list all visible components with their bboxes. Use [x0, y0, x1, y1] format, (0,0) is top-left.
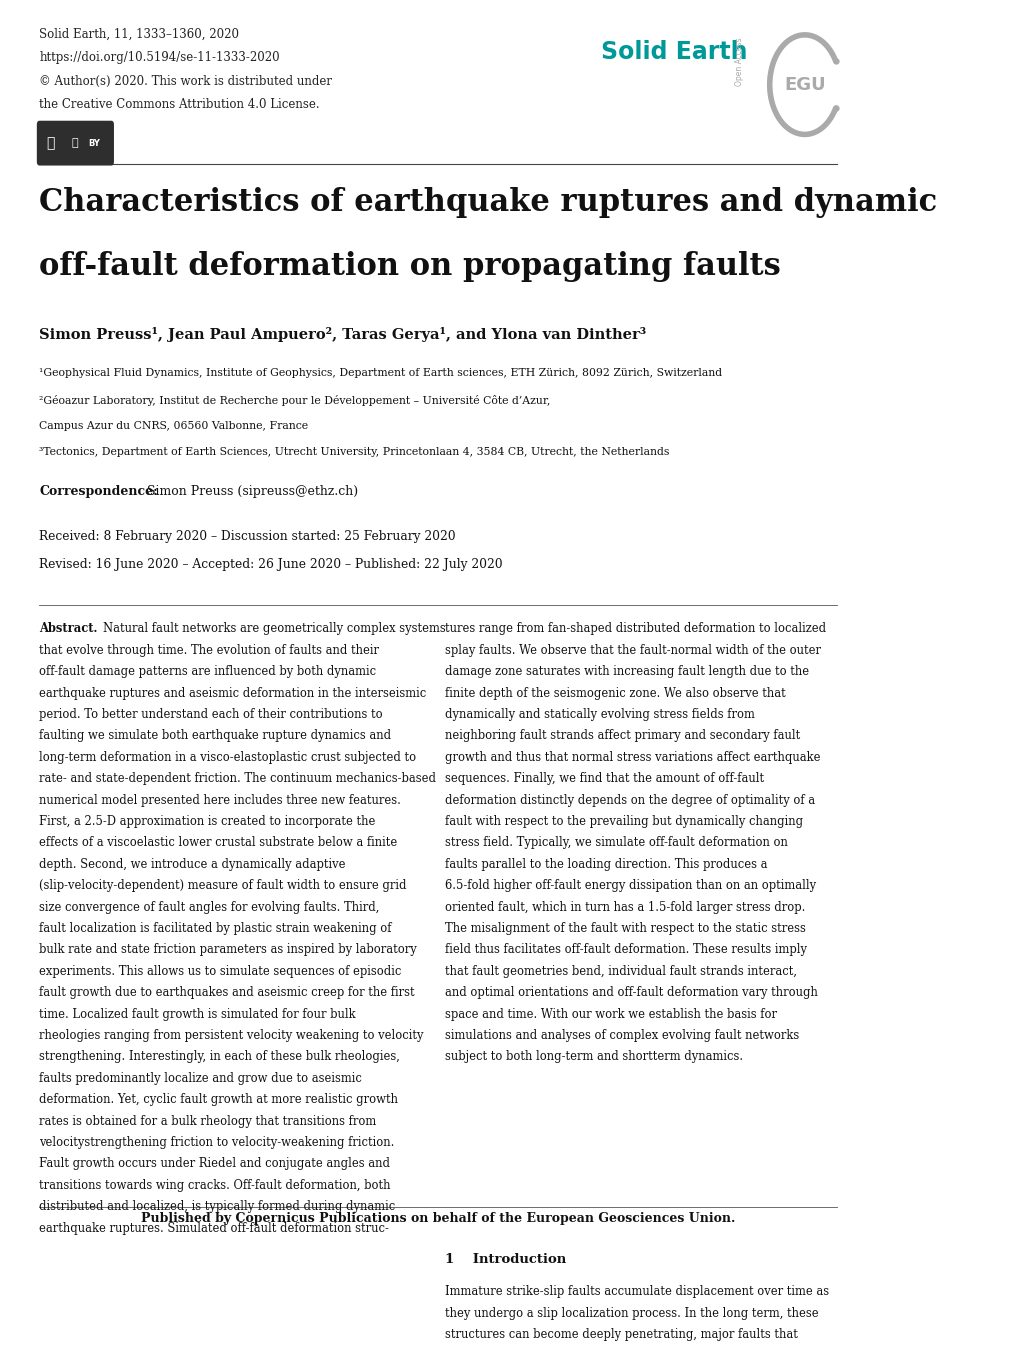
Text: Revised: 16 June 2020 – Accepted: 26 June 2020 – Published: 22 July 2020: Revised: 16 June 2020 – Accepted: 26 Jun… [40, 558, 502, 570]
Text: Natural fault networks are geometrically complex systems: Natural fault networks are geometrically… [103, 623, 445, 635]
Text: First, a 2.5-D approximation is created to incorporate the: First, a 2.5-D approximation is created … [40, 815, 375, 829]
Text: oriented fault, which in turn has a 1.5-fold larger stress drop.: oriented fault, which in turn has a 1.5-… [445, 901, 805, 913]
Text: strengthening. Interestingly, in each of these bulk rheologies,: strengthening. Interestingly, in each of… [40, 1050, 399, 1064]
Text: Simon Preuss (sipreuss@ethz.ch): Simon Preuss (sipreuss@ethz.ch) [143, 486, 358, 499]
Text: velocitystrengthening friction to velocity-weakening friction.: velocitystrengthening friction to veloci… [40, 1137, 394, 1149]
Text: depth. Second, we introduce a dynamically adaptive: depth. Second, we introduce a dynamicall… [40, 858, 345, 870]
Text: stress field. Typically, we simulate off-fault deformation on: stress field. Typically, we simulate off… [445, 837, 788, 849]
Text: faulting we simulate both earthquake rupture dynamics and: faulting we simulate both earthquake rup… [40, 729, 391, 742]
Text: ⒳: ⒳ [71, 139, 77, 148]
Text: rates is obtained for a bulk rheology that transitions from: rates is obtained for a bulk rheology th… [40, 1115, 376, 1127]
Text: deformation. Yet, cyclic fault growth at more realistic growth: deformation. Yet, cyclic fault growth at… [40, 1093, 398, 1106]
Text: finite depth of the seismogenic zone. We also observe that: finite depth of the seismogenic zone. We… [445, 686, 786, 699]
Text: the Creative Commons Attribution 4.0 License.: the Creative Commons Attribution 4.0 Lic… [40, 98, 320, 112]
Text: experiments. This allows us to simulate sequences of episodic: experiments. This allows us to simulate … [40, 964, 401, 978]
Text: damage zone saturates with increasing fault length due to the: damage zone saturates with increasing fa… [445, 666, 809, 678]
Text: time. Localized fault growth is simulated for four bulk: time. Localized fault growth is simulate… [40, 1007, 356, 1021]
Text: Immature strike-slip faults accumulate displacement over time as: Immature strike-slip faults accumulate d… [445, 1286, 828, 1298]
Text: effects of a viscoelastic lower crustal substrate below a finite: effects of a viscoelastic lower crustal … [40, 837, 397, 849]
Text: off-fault damage patterns are influenced by both dynamic: off-fault damage patterns are influenced… [40, 666, 376, 678]
Text: bulk rate and state friction parameters as inspired by laboratory: bulk rate and state friction parameters … [40, 943, 417, 956]
Text: faults predominantly localize and grow due to aseismic: faults predominantly localize and grow d… [40, 1072, 362, 1085]
Text: size convergence of fault angles for evolving faults. Third,: size convergence of fault angles for evo… [40, 901, 379, 913]
Text: fault growth due to earthquakes and aseismic creep for the first: fault growth due to earthquakes and asei… [40, 986, 415, 999]
Text: Simon Preuss¹, Jean Paul Ampuero², Taras Gerya¹, and Ylona van Dinther³: Simon Preuss¹, Jean Paul Ampuero², Taras… [40, 327, 646, 343]
Text: 6.5-fold higher off-fault energy dissipation than on an optimally: 6.5-fold higher off-fault energy dissipa… [445, 880, 815, 892]
Text: simulations and analyses of complex evolving fault networks: simulations and analyses of complex evol… [445, 1029, 799, 1042]
Text: ¹Geophysical Fluid Dynamics, Institute of Geophysics, Department of Earth scienc: ¹Geophysical Fluid Dynamics, Institute o… [40, 369, 721, 378]
Text: rate- and state-dependent friction. The continuum mechanics-based: rate- and state-dependent friction. The … [40, 772, 436, 785]
Text: (slip-velocity-dependent) measure of fault width to ensure grid: (slip-velocity-dependent) measure of fau… [40, 880, 407, 892]
Text: deformation distinctly depends on the degree of optimality of a: deformation distinctly depends on the de… [445, 794, 814, 807]
Text: fault with respect to the prevailing but dynamically changing: fault with respect to the prevailing but… [445, 815, 803, 829]
Text: structures can become deeply penetrating, major faults that: structures can become deeply penetrating… [445, 1329, 798, 1341]
Text: https://doi.org/10.5194/se-11-1333-2020: https://doi.org/10.5194/se-11-1333-2020 [40, 51, 280, 65]
Text: transitions towards wing cracks. Off-fault deformation, both: transitions towards wing cracks. Off-fau… [40, 1178, 390, 1192]
Text: tures range from fan-shaped distributed deformation to localized: tures range from fan-shaped distributed … [445, 623, 825, 635]
Text: sequences. Finally, we find that the amount of off-fault: sequences. Finally, we find that the amo… [445, 772, 763, 785]
Text: Ⓒ: Ⓒ [47, 136, 55, 151]
Text: Open Access: Open Access [734, 38, 743, 86]
Text: Fault growth occurs under Riedel and conjugate angles and: Fault growth occurs under Riedel and con… [40, 1158, 390, 1170]
Text: that fault geometries bend, individual fault strands interact,: that fault geometries bend, individual f… [445, 964, 797, 978]
Text: Solid Earth, 11, 1333–1360, 2020: Solid Earth, 11, 1333–1360, 2020 [40, 27, 239, 40]
Text: off-fault deformation on propagating faults: off-fault deformation on propagating fau… [40, 252, 781, 282]
Text: space and time. With our work we establish the basis for: space and time. With our work we establi… [445, 1007, 776, 1021]
Text: subject to both long-term and shortterm dynamics.: subject to both long-term and shortterm … [445, 1050, 743, 1064]
Text: distributed and localized, is typically formed during dynamic: distributed and localized, is typically … [40, 1200, 395, 1213]
Text: EGU: EGU [784, 75, 824, 94]
Text: rheologies ranging from persistent velocity weakening to velocity: rheologies ranging from persistent veloc… [40, 1029, 424, 1042]
Text: © Author(s) 2020. This work is distributed under: © Author(s) 2020. This work is distribut… [40, 75, 332, 87]
Text: numerical model presented here includes three new features.: numerical model presented here includes … [40, 794, 400, 807]
Text: Published by Copernicus Publications on behalf of the European Geosciences Union: Published by Copernicus Publications on … [141, 1212, 735, 1225]
Text: 1    Introduction: 1 Introduction [445, 1254, 566, 1266]
Text: ³Tectonics, Department of Earth Sciences, Utrecht University, Princetonlaan 4, 3: ³Tectonics, Department of Earth Sciences… [40, 447, 669, 457]
Text: fault localization is facilitated by plastic strain weakening of: fault localization is facilitated by pla… [40, 921, 391, 935]
Text: The misalignment of the fault with respect to the static stress: The misalignment of the fault with respe… [445, 921, 805, 935]
Text: Characteristics of earthquake ruptures and dynamic: Characteristics of earthquake ruptures a… [40, 187, 936, 218]
Text: they undergo a slip localization process. In the long term, these: they undergo a slip localization process… [445, 1307, 818, 1319]
Text: and optimal orientations and off-fault deformation vary through: and optimal orientations and off-fault d… [445, 986, 817, 999]
Text: Campus Azur du CNRS, 06560 Valbonne, France: Campus Azur du CNRS, 06560 Valbonne, Fra… [40, 421, 309, 430]
Text: faults parallel to the loading direction. This produces a: faults parallel to the loading direction… [445, 858, 767, 870]
Text: growth and thus that normal stress variations affect earthquake: growth and thus that normal stress varia… [445, 751, 820, 764]
Text: Correspondence:: Correspondence: [40, 486, 158, 499]
Text: period. To better understand each of their contributions to: period. To better understand each of the… [40, 707, 383, 721]
Text: long-term deformation in a visco-elastoplastic crust subjected to: long-term deformation in a visco-elastop… [40, 751, 416, 764]
Text: Solid Earth: Solid Earth [600, 40, 746, 63]
Text: splay faults. We observe that the fault-normal width of the outer: splay faults. We observe that the fault-… [445, 644, 820, 656]
Text: ²Géoazur Laboratory, Institut de Recherche pour le Développement – Université Cô: ²Géoazur Laboratory, Institut de Recherc… [40, 394, 550, 406]
FancyBboxPatch shape [37, 121, 114, 165]
Text: earthquake ruptures and aseismic deformation in the interseismic: earthquake ruptures and aseismic deforma… [40, 686, 426, 699]
Text: earthquake ruptures. Simulated off-fault deformation struc-: earthquake ruptures. Simulated off-fault… [40, 1221, 389, 1235]
Text: that evolve through time. The evolution of faults and their: that evolve through time. The evolution … [40, 644, 379, 656]
Text: Received: 8 February 2020 – Discussion started: 25 February 2020: Received: 8 February 2020 – Discussion s… [40, 530, 455, 543]
Text: Abstract.: Abstract. [40, 623, 98, 635]
Text: dynamically and statically evolving stress fields from: dynamically and statically evolving stre… [445, 707, 754, 721]
Text: BY: BY [89, 139, 101, 148]
Text: neighboring fault strands affect primary and secondary fault: neighboring fault strands affect primary… [445, 729, 800, 742]
Text: field thus facilitates off-fault deformation. These results imply: field thus facilitates off-fault deforma… [445, 943, 807, 956]
